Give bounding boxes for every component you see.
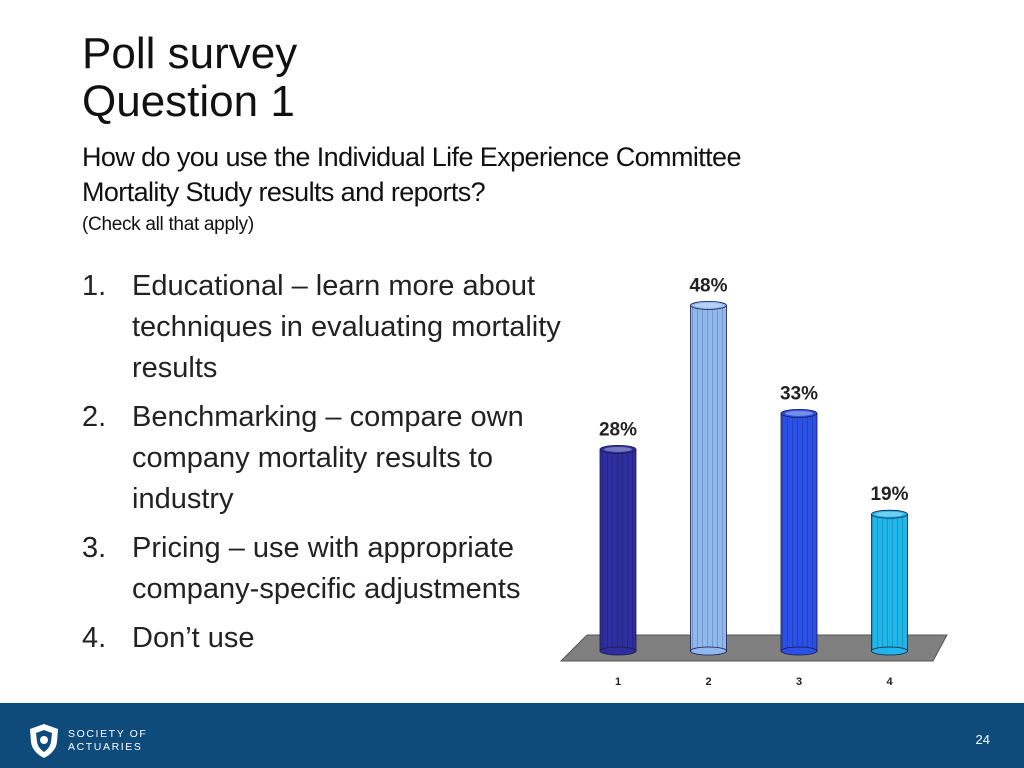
- slide-title: Poll survey Question 1: [82, 30, 297, 126]
- x-tick-label: 3: [796, 676, 802, 688]
- answer-option: 4. Don’t use: [82, 618, 562, 659]
- question-note: (Check all that apply): [82, 214, 254, 235]
- option-number: 2.: [82, 401, 107, 433]
- option-text: Pricing – use with appropriate company-s…: [132, 532, 521, 605]
- data-label: 28%: [599, 419, 637, 440]
- question-line-2: Mortality Study results and reports?: [82, 177, 486, 207]
- option-number: 3.: [82, 532, 107, 564]
- answer-option: 2. Benchmarking – compare own company mo…: [82, 397, 562, 520]
- page-number: 24: [975, 732, 990, 747]
- bar-4: [871, 509, 908, 656]
- chart-x-ticks: 1 2 3 4: [615, 676, 894, 688]
- chart-floor: [559, 634, 948, 662]
- chart-data-labels: 28% 48% 33% 19%: [599, 275, 909, 505]
- question-line-1: How do you use the Individual Life Exper…: [82, 142, 741, 172]
- title-line-2: Question 1: [82, 77, 295, 126]
- question-text: How do you use the Individual Life Exper…: [82, 140, 741, 210]
- poll-results-chart: 28% 48% 33% 19% 1 2 3 4: [559, 275, 948, 688]
- footer-bar: SOCIETY OF ACTUARIES 24: [0, 703, 1024, 768]
- data-label: 19%: [870, 484, 908, 505]
- bar-2: [690, 301, 727, 656]
- x-tick-label: 2: [705, 676, 711, 688]
- data-label: 48%: [689, 275, 727, 296]
- title-line-1: Poll survey: [82, 29, 298, 78]
- x-tick-label: 1: [615, 676, 621, 688]
- bar-1: [599, 444, 637, 656]
- bar-3: [780, 408, 818, 656]
- org-name-line-1: SOCIETY OF: [68, 728, 148, 740]
- option-number: 1.: [82, 270, 107, 302]
- organization-name: SOCIETY OF ACTUARIES: [68, 728, 147, 754]
- data-label: 33%: [780, 383, 818, 404]
- option-text: Educational – learn more about technique…: [132, 270, 561, 384]
- option-text: Don’t use: [132, 622, 255, 654]
- shield-logo-icon: [30, 724, 58, 758]
- option-number: 4.: [82, 622, 107, 654]
- org-name-line-2: ACTUARIES: [68, 741, 143, 753]
- answer-option: 1. Educational – learn more about techni…: [82, 266, 562, 389]
- chart-bars: [599, 301, 908, 656]
- answer-options-list: 1. Educational – learn more about techni…: [82, 266, 562, 667]
- answer-option: 3. Pricing – use with appropriate compan…: [82, 528, 562, 610]
- option-text: Benchmarking – compare own company morta…: [132, 401, 524, 515]
- x-tick-label: 4: [886, 676, 893, 688]
